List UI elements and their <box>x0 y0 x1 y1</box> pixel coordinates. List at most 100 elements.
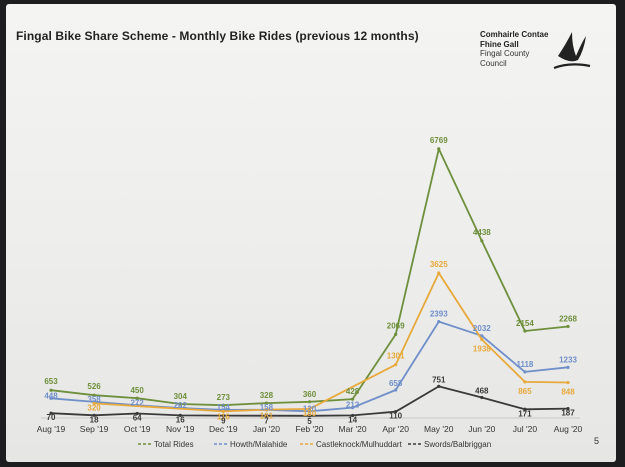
legend-label: Castleknock/Mulhuddart <box>316 440 403 449</box>
data-label: 1233 <box>559 355 577 364</box>
series-point <box>264 401 269 405</box>
series-point <box>523 329 527 333</box>
data-label: 16 <box>176 415 185 424</box>
x-tick-label: Oct '19 <box>124 424 151 434</box>
data-label: 428 <box>346 387 360 396</box>
series-point <box>178 402 182 406</box>
series-point <box>480 239 484 243</box>
series-point <box>135 396 139 400</box>
x-tick-label: Feb '20 <box>295 424 323 434</box>
data-label: 658 <box>389 379 403 388</box>
series-point <box>92 401 96 405</box>
slide: Fingal Bike Share Scheme - Monthly Bike … <box>6 4 616 462</box>
logo-line-1: Comhairle Contae <box>480 30 549 39</box>
data-label: 116 <box>217 412 230 421</box>
series-point <box>92 413 96 417</box>
chart-title: Fingal Bike Share Scheme - Monthly Bike … <box>16 29 419 43</box>
series-point <box>437 384 441 388</box>
data-label: 110 <box>389 412 402 421</box>
data-label: 448 <box>44 391 58 400</box>
series-line-1 <box>50 148 569 407</box>
data-label: 1301 <box>387 352 405 361</box>
series-point <box>566 324 570 329</box>
series-point <box>49 388 53 392</box>
data-label: 2393 <box>430 310 448 319</box>
logo-line-2: Fhine Gall <box>480 39 519 49</box>
series-point <box>307 400 312 404</box>
data-label: 158 <box>260 403 274 412</box>
data-label: 154 <box>217 403 231 412</box>
x-tick-label: May '20 <box>424 424 454 434</box>
data-label: 1938 <box>473 345 491 354</box>
series-point <box>49 396 53 400</box>
data-label: 3625 <box>430 260 448 269</box>
series-point <box>480 334 484 338</box>
series-point <box>135 411 139 416</box>
series-point <box>178 413 182 417</box>
data-label: 2069 <box>387 321 405 330</box>
series-point <box>437 319 441 324</box>
series-point <box>566 365 570 369</box>
legend-label: Total Rides <box>154 440 194 449</box>
x-tick-label: Jun '20 <box>468 424 495 434</box>
series-point <box>49 411 53 415</box>
data-label: 9 <box>221 417 226 426</box>
x-tick-label: Sep '19 <box>80 424 109 434</box>
data-label: 180 <box>303 409 317 418</box>
series-line-3 <box>94 272 569 413</box>
x-tick-label: Jan '20 <box>253 424 280 434</box>
data-label: 7 <box>264 417 269 426</box>
series-point <box>307 409 312 413</box>
data-label: 653 <box>44 377 58 386</box>
data-label: 70 <box>47 413 56 422</box>
series-point <box>523 380 527 384</box>
legend-label: Swords/Balbriggan <box>424 440 491 449</box>
data-label: 2268 <box>559 315 577 324</box>
data-label: 751 <box>432 375 446 384</box>
data-label: 526 <box>87 382 101 391</box>
x-tick-label: Aug '20 <box>554 424 583 434</box>
series-point <box>350 406 355 410</box>
logo-line-3: Fingal County <box>480 49 530 58</box>
legend-label: Howth/Malahide <box>230 440 288 449</box>
series-point <box>394 332 398 336</box>
data-label: 4438 <box>473 228 491 237</box>
series-point <box>566 407 570 411</box>
data-label: 450 <box>130 386 144 395</box>
data-label: 848 <box>561 388 575 397</box>
data-label: 360 <box>303 390 317 399</box>
data-label: 328 <box>260 391 274 400</box>
series-point <box>307 414 312 418</box>
series-point <box>394 410 398 414</box>
data-label: 14 <box>348 415 357 424</box>
series-point <box>264 414 269 418</box>
data-label: 272 <box>130 398 144 407</box>
data-label: 2032 <box>473 324 491 333</box>
series-point <box>437 271 441 275</box>
x-tick-label: Aug '19 <box>37 424 66 434</box>
data-label: 212 <box>346 401 360 410</box>
series-point <box>480 337 484 342</box>
data-label: 120 <box>303 404 317 413</box>
series-point <box>307 407 312 411</box>
data-label: 64 <box>133 413 142 422</box>
series-point <box>394 363 398 367</box>
data-label: 865 <box>518 387 532 396</box>
data-label: 18 <box>90 415 99 424</box>
series-point <box>92 393 96 397</box>
series-point <box>221 403 225 407</box>
data-label: 358 <box>87 395 101 404</box>
x-tick-label: Apr '20 <box>382 424 409 434</box>
page-number: 5 <box>594 436 600 446</box>
data-label: 202 <box>174 401 188 410</box>
data-label: 6769 <box>430 136 448 145</box>
data-label: 161 <box>260 412 274 421</box>
x-tick-label: Nov '19 <box>166 424 195 434</box>
series-point <box>221 409 225 414</box>
data-label: 304 <box>174 392 188 401</box>
series-point <box>566 380 570 385</box>
logo-line-4: Council <box>480 58 507 68</box>
series-point <box>350 413 355 418</box>
data-label: 2154 <box>516 319 534 328</box>
data-label: 468 <box>475 387 489 396</box>
